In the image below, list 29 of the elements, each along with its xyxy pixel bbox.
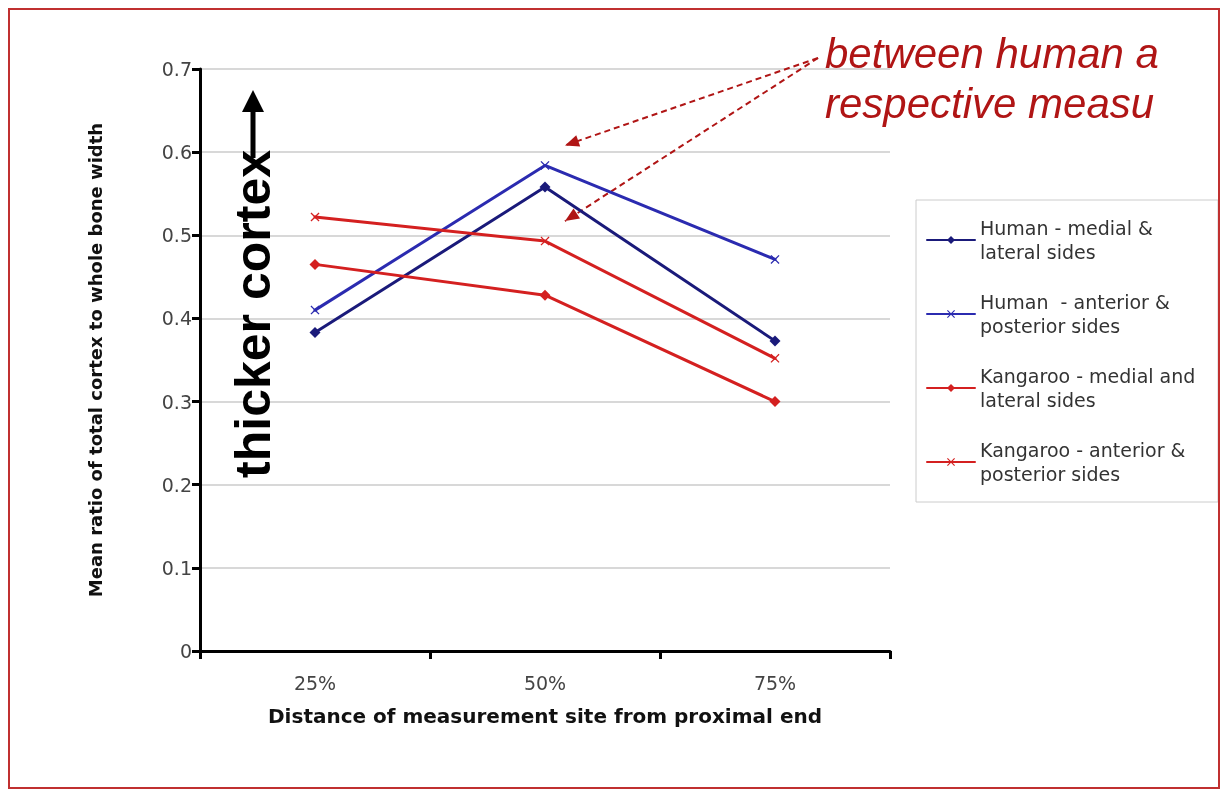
y-tick-label: 0.3 bbox=[161, 390, 192, 413]
point bbox=[310, 305, 320, 315]
point bbox=[770, 353, 780, 363]
point bbox=[539, 289, 551, 301]
annotation: thicker cortex bbox=[225, 149, 281, 478]
x-tick-label: 75% bbox=[753, 671, 797, 694]
y-tick-label: 0.5 bbox=[161, 224, 192, 247]
y-tick-label: 0.7 bbox=[161, 58, 192, 80]
y-tick-label: 0.4 bbox=[161, 307, 192, 330]
y-tick-label: 0.6 bbox=[161, 141, 192, 164]
y-tick-label: 0.1 bbox=[161, 556, 192, 579]
annotation: between human a respective measu bbox=[825, 29, 1159, 127]
point bbox=[309, 258, 321, 270]
point bbox=[770, 254, 780, 264]
legend-label: Human - anterior & posterior sides bbox=[980, 291, 1176, 337]
x-tick-label: 50% bbox=[523, 671, 567, 694]
legend-label: Kangaroo - medial and lateral sides bbox=[980, 365, 1202, 411]
x-tick-label: 25% bbox=[293, 671, 337, 694]
point bbox=[539, 181, 551, 193]
y-axis-title: Mean ratio of total cortex to whole bone width bbox=[84, 122, 106, 598]
point bbox=[540, 160, 550, 170]
point bbox=[309, 327, 321, 339]
y-tick-label: 0.2 bbox=[161, 473, 192, 496]
point bbox=[769, 396, 781, 408]
y-tick-label: 0 bbox=[179, 640, 192, 662]
point bbox=[769, 335, 781, 347]
legend-label: Human - medial & lateral sides bbox=[980, 217, 1159, 263]
x-axis-title: Distance of measurement site from proximal end bbox=[268, 704, 822, 728]
legend-label: Kangaroo - anterior & posterior sides bbox=[980, 439, 1192, 485]
